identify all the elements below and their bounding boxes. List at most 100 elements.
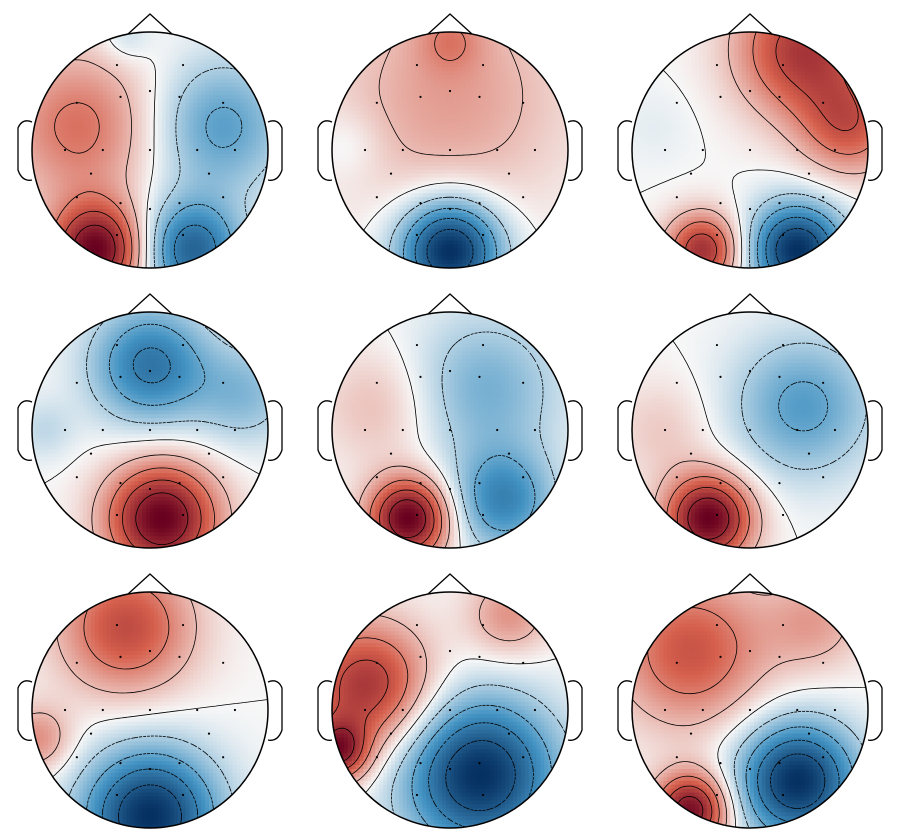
topomap-plot bbox=[617, 13, 883, 269]
sensor-dot bbox=[748, 708, 752, 712]
sensor-dot bbox=[778, 482, 781, 485]
sensor-dot bbox=[119, 375, 122, 378]
nose-marker bbox=[127, 573, 173, 595]
sensor-dot bbox=[748, 767, 752, 771]
sensor-dot bbox=[401, 148, 404, 152]
sensor-dot bbox=[675, 196, 678, 199]
sensor-dot bbox=[448, 89, 452, 93]
sensor-dot bbox=[675, 101, 678, 104]
sensor-dot bbox=[448, 207, 452, 211]
sensor-dot bbox=[675, 381, 678, 384]
sensor-dot bbox=[63, 708, 67, 712]
sensor-dot bbox=[748, 487, 752, 491]
topomap-2 bbox=[300, 0, 600, 280]
contour-line bbox=[778, 381, 829, 432]
contour-line bbox=[770, 753, 826, 809]
sensor-dot bbox=[178, 375, 181, 378]
sensor-dot bbox=[833, 428, 837, 432]
sensor-dot bbox=[478, 655, 481, 658]
head-outline bbox=[31, 591, 269, 829]
topomap-9 bbox=[600, 560, 900, 840]
sensor-dot bbox=[481, 513, 485, 517]
sensor-dot bbox=[119, 95, 122, 98]
topomap-8 bbox=[300, 560, 600, 840]
sensor-dot bbox=[778, 202, 781, 205]
sensor-dot bbox=[101, 148, 104, 152]
sensor-dot bbox=[233, 148, 237, 152]
sensor-dot bbox=[822, 381, 825, 384]
sensor-dot bbox=[178, 202, 181, 205]
sensor-dot bbox=[701, 148, 704, 152]
sensor-dot bbox=[419, 202, 422, 205]
sensor-dot bbox=[419, 482, 422, 485]
sensor-dot bbox=[415, 233, 419, 237]
sensor-dot bbox=[207, 172, 211, 175]
sensor-dot bbox=[448, 767, 452, 771]
nose-marker bbox=[427, 13, 473, 35]
sensor-dot bbox=[522, 756, 525, 759]
sensor-dot bbox=[119, 202, 122, 205]
sensor-dot bbox=[701, 428, 704, 432]
sensor-dot bbox=[181, 63, 185, 67]
right-ear bbox=[567, 680, 583, 741]
sensor-dot bbox=[715, 63, 719, 67]
sensor-dot bbox=[148, 767, 152, 771]
sensor-dot bbox=[119, 762, 122, 765]
contour-line bbox=[135, 492, 189, 545]
head-outline bbox=[331, 311, 569, 549]
sensor-dot bbox=[778, 762, 781, 765]
sensor-dot bbox=[748, 89, 752, 93]
sensor-dot bbox=[389, 452, 393, 455]
sensor-dot bbox=[496, 708, 499, 712]
sensor-dot bbox=[507, 172, 511, 175]
sensor-dot bbox=[222, 101, 225, 104]
contour-line bbox=[388, 499, 426, 538]
sensor-dot bbox=[363, 708, 367, 712]
topomap-plot bbox=[17, 573, 283, 829]
sensor-dot bbox=[781, 623, 785, 627]
head-outline bbox=[631, 591, 869, 829]
sensor-dot bbox=[415, 793, 419, 797]
nose-marker bbox=[427, 293, 473, 315]
sensor-dot bbox=[715, 623, 719, 627]
head-outline bbox=[331, 31, 569, 269]
sensor-dot bbox=[419, 375, 422, 378]
sensor-dot bbox=[715, 513, 719, 517]
sensor-dot bbox=[481, 623, 485, 627]
topomap-plot bbox=[17, 13, 283, 269]
sensor-dot bbox=[781, 513, 785, 517]
topomap-plot bbox=[317, 293, 583, 549]
sensor-dot bbox=[496, 148, 499, 152]
sensor-dot bbox=[419, 762, 422, 765]
topomap-1 bbox=[0, 0, 300, 280]
sensor-dot bbox=[178, 655, 181, 658]
sensor-dot bbox=[75, 196, 78, 199]
sensor-dot bbox=[833, 708, 837, 712]
contour-line bbox=[445, 740, 516, 811]
right-ear bbox=[867, 120, 883, 181]
sensor-dot bbox=[748, 207, 752, 211]
sensor-dot bbox=[478, 202, 481, 205]
sensor-dot bbox=[719, 762, 722, 765]
sensor-dot bbox=[496, 428, 499, 432]
sensor-dot bbox=[675, 756, 678, 759]
sensor-dot bbox=[748, 649, 752, 653]
sensor-dot bbox=[533, 708, 537, 712]
sensor-dot bbox=[448, 649, 452, 653]
left-ear bbox=[617, 680, 633, 741]
topomap-plot bbox=[617, 573, 883, 829]
sensor-dot bbox=[181, 513, 185, 517]
sensor-dot bbox=[822, 101, 825, 104]
sensor-dot bbox=[448, 487, 452, 491]
sensor-dot bbox=[481, 63, 485, 67]
sensor-dot bbox=[448, 148, 452, 152]
contour-line bbox=[32, 699, 268, 790]
sensor-dot bbox=[115, 623, 119, 627]
sensor-dot bbox=[222, 381, 225, 384]
nose-marker bbox=[127, 293, 173, 315]
sensor-dot bbox=[222, 661, 225, 664]
sensor-dot bbox=[363, 148, 367, 152]
nose-marker bbox=[727, 13, 773, 35]
sensor-dot bbox=[148, 369, 152, 373]
sensor-dot bbox=[522, 101, 525, 104]
